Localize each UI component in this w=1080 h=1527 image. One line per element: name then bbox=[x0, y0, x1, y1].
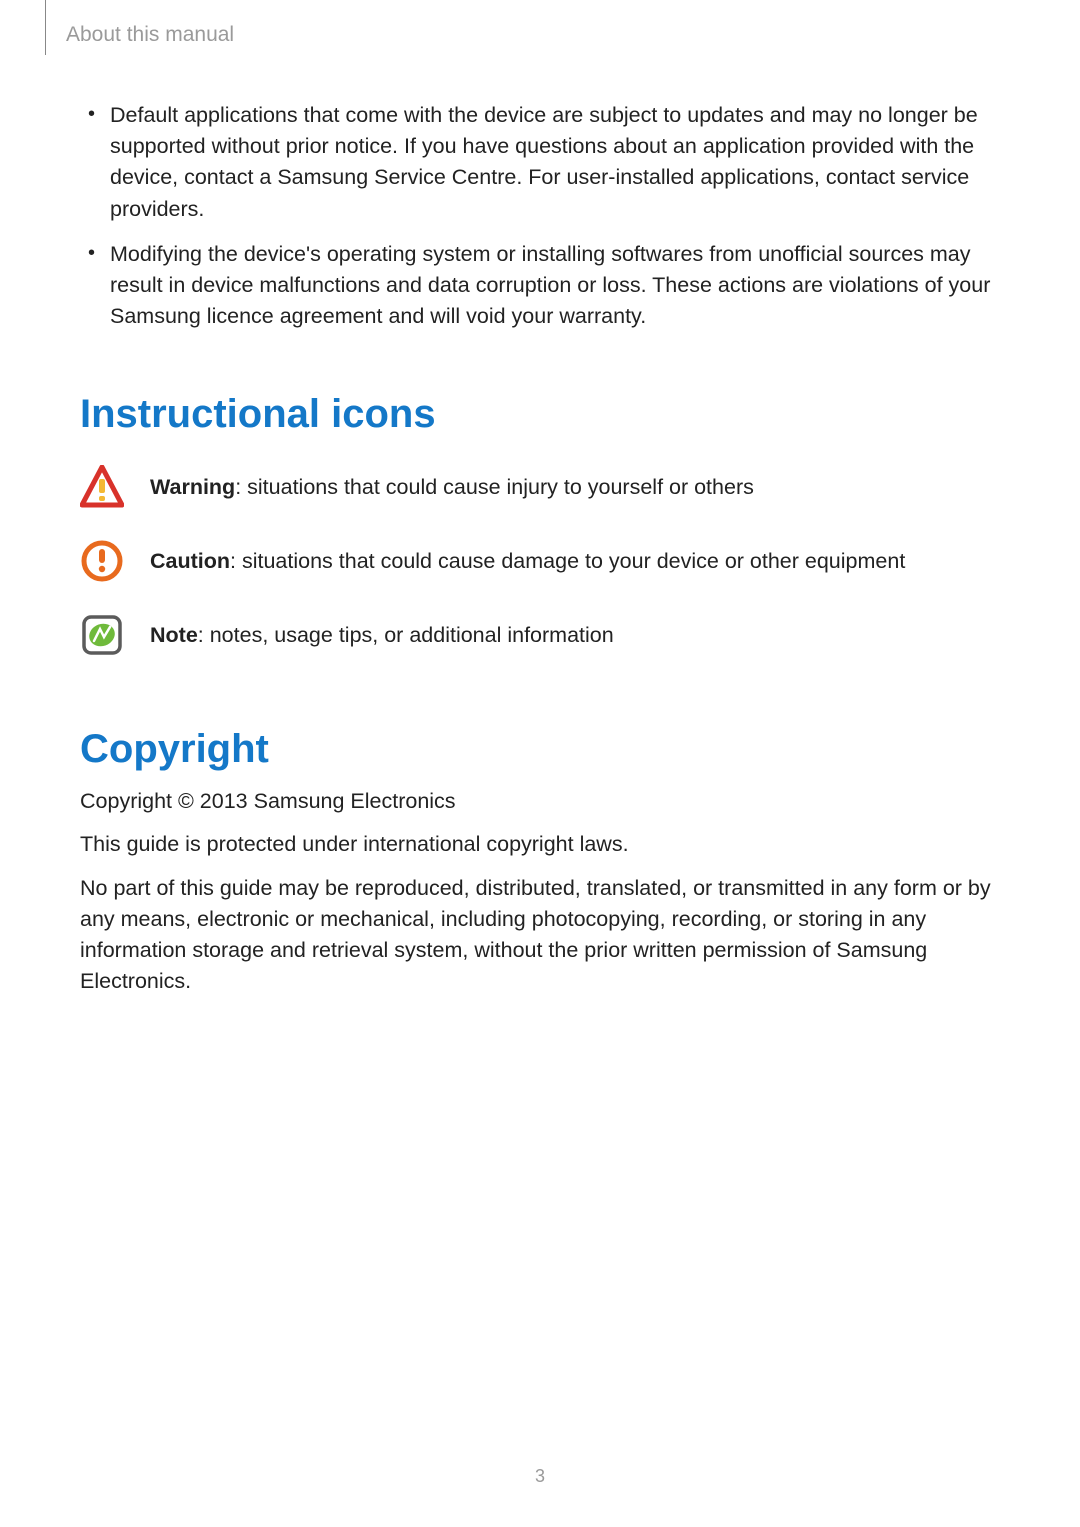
page-number: 3 bbox=[0, 1466, 1080, 1487]
intro-bullets: Default applications that come with the … bbox=[80, 100, 1000, 332]
copyright-line: No part of this guide may be reproduced,… bbox=[80, 873, 1000, 998]
warning-text: Warning: situations that could cause inj… bbox=[150, 475, 754, 500]
copyright-line: Copyright © 2013 Samsung Electronics bbox=[80, 786, 1000, 817]
warning-label: Warning bbox=[150, 475, 235, 499]
note-desc: : notes, usage tips, or additional infor… bbox=[198, 623, 614, 647]
caution-text: Caution: situations that could cause dam… bbox=[150, 549, 905, 574]
caution-row: Caution: situations that could cause dam… bbox=[80, 539, 1000, 583]
page-header: About this manual bbox=[45, 0, 234, 55]
note-row: Note: notes, usage tips, or additional i… bbox=[80, 613, 1000, 657]
bullet-item: Modifying the device's operating system … bbox=[80, 239, 1000, 333]
page-content: Default applications that come with the … bbox=[80, 100, 1000, 1009]
instructional-icons-heading: Instructional icons bbox=[80, 392, 1000, 437]
note-text: Note: notes, usage tips, or additional i… bbox=[150, 623, 614, 648]
copyright-section: Copyright Copyright © 2013 Samsung Elect… bbox=[80, 727, 1000, 997]
note-icon bbox=[80, 613, 124, 657]
caution-desc: : situations that could cause damage to … bbox=[230, 549, 905, 573]
caution-label: Caution bbox=[150, 549, 230, 573]
bullet-item: Default applications that come with the … bbox=[80, 100, 1000, 225]
copyright-line: This guide is protected under internatio… bbox=[80, 829, 1000, 860]
note-label: Note bbox=[150, 623, 198, 647]
warning-row: Warning: situations that could cause inj… bbox=[80, 465, 1000, 509]
warning-desc: : situations that could cause injury to … bbox=[235, 475, 754, 499]
warning-icon bbox=[80, 465, 124, 509]
header-title: About this manual bbox=[66, 23, 234, 47]
caution-icon bbox=[80, 539, 124, 583]
copyright-heading: Copyright bbox=[80, 727, 1000, 772]
